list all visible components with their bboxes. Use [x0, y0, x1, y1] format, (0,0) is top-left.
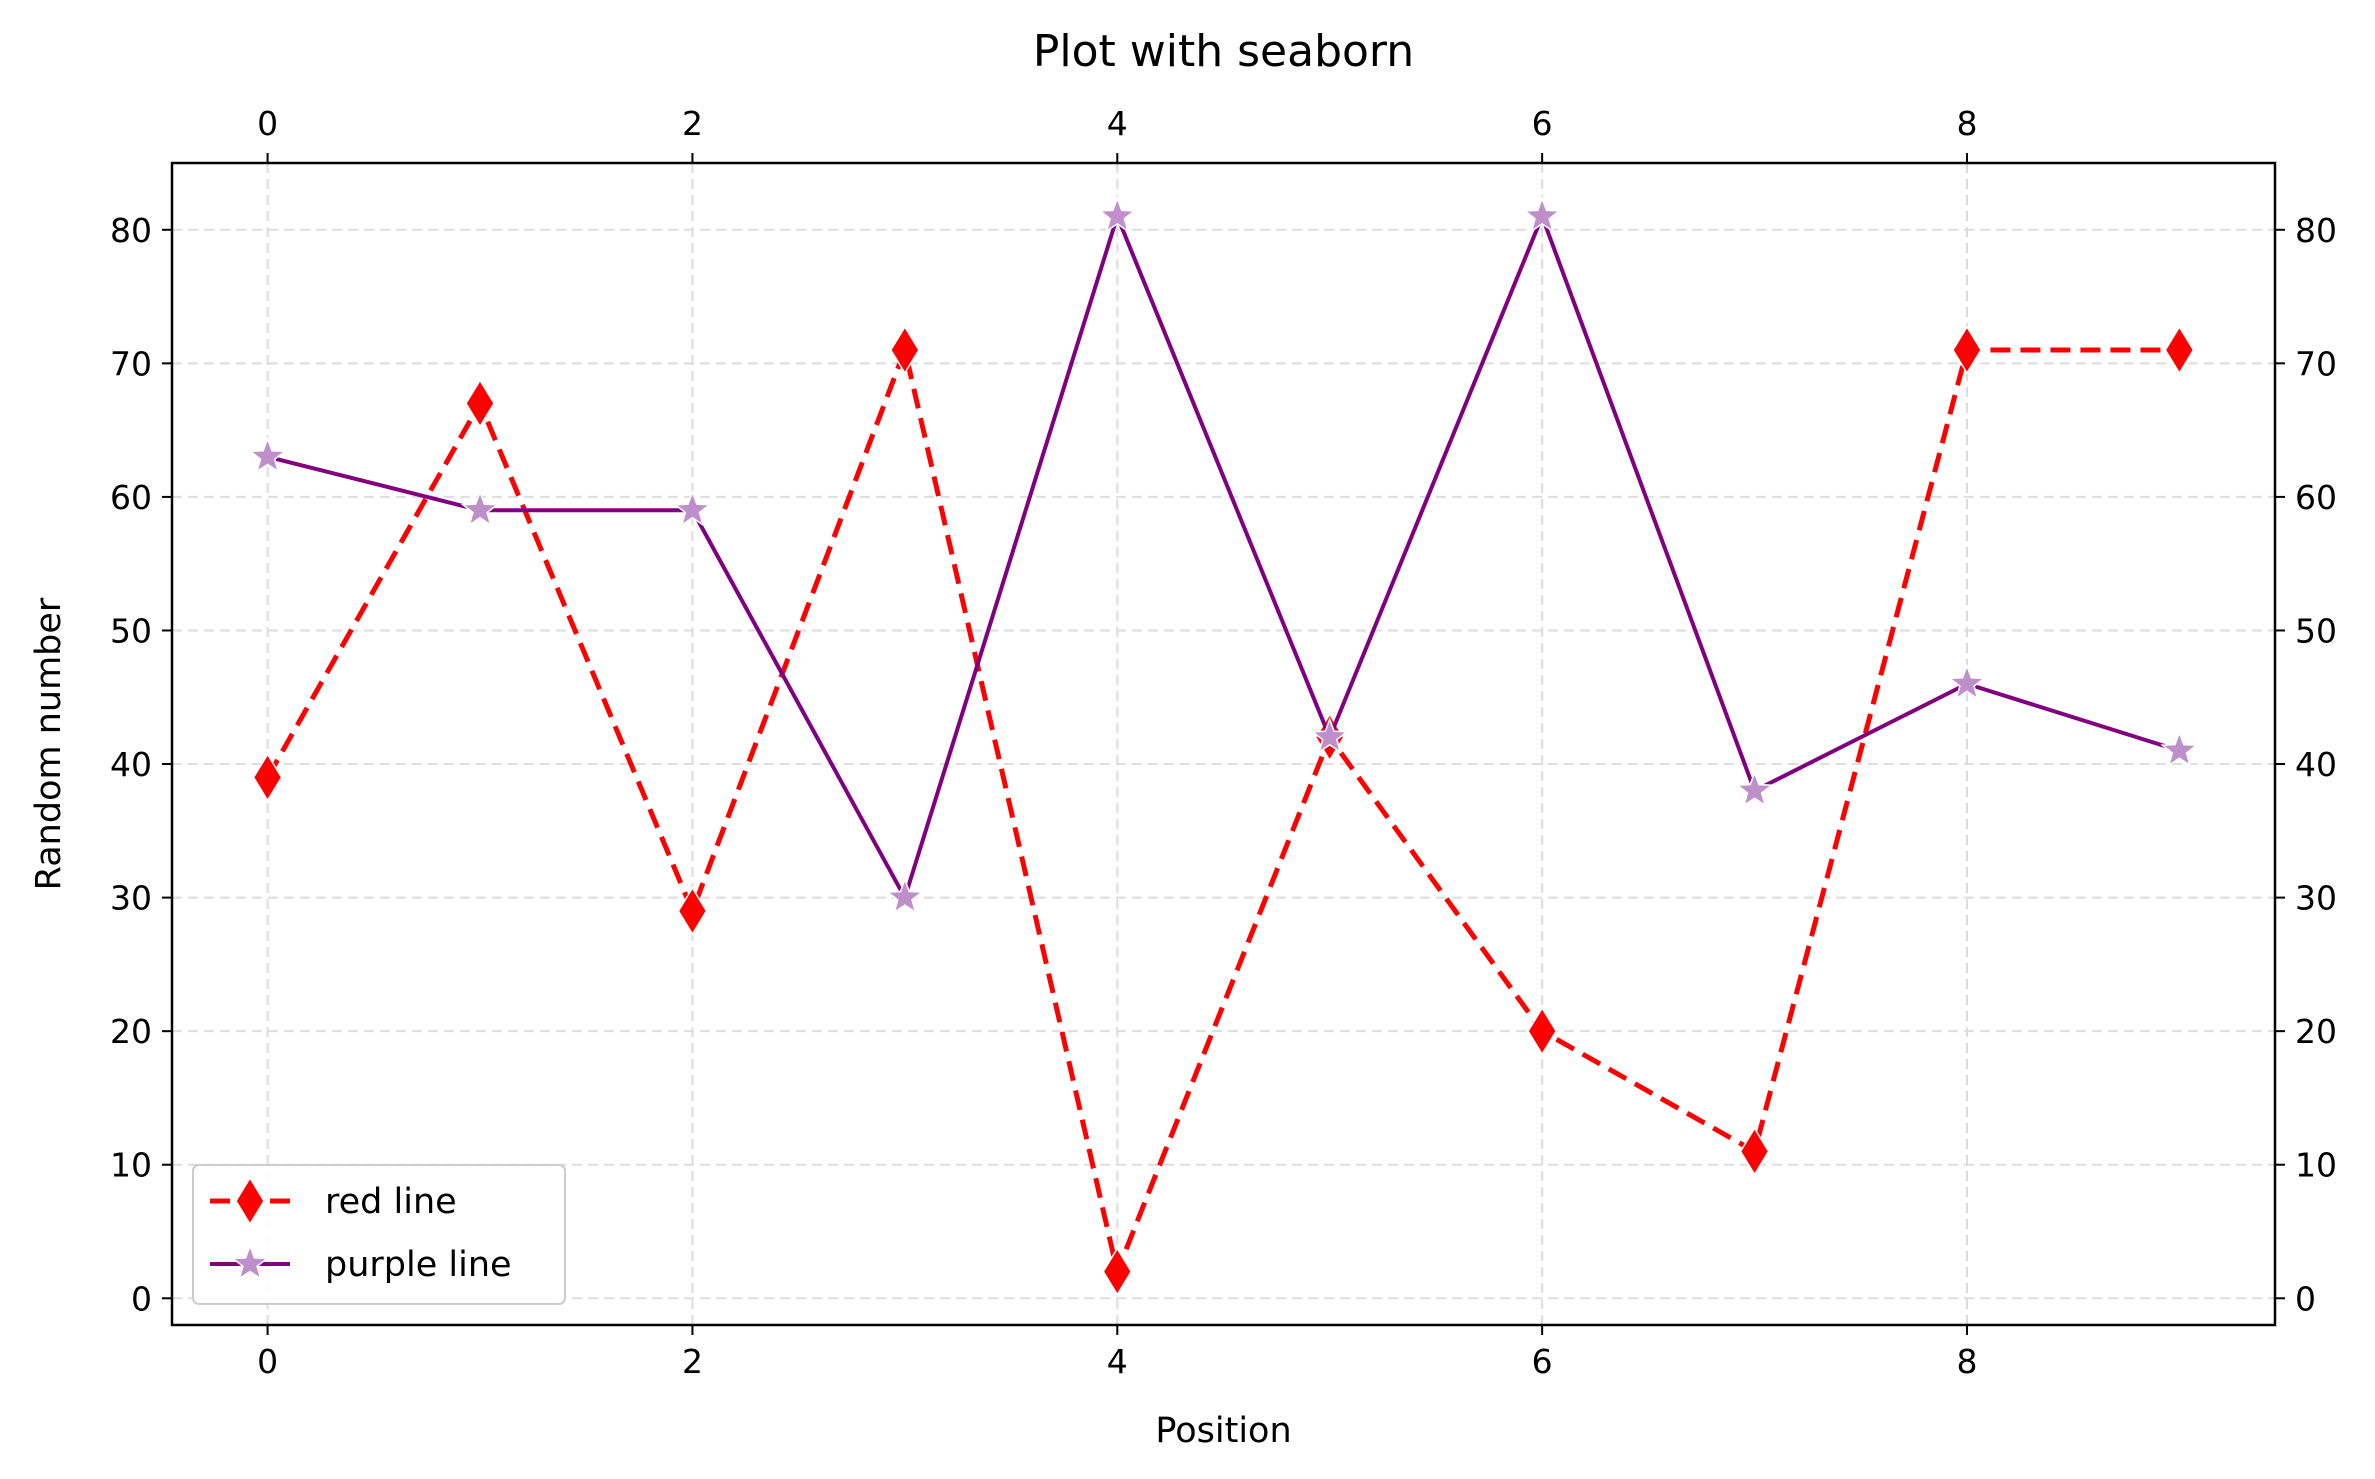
- y-right-tick-label: 30: [2295, 879, 2337, 918]
- y-tick-label: 70: [110, 344, 152, 383]
- data-point-star: [1522, 196, 1562, 233]
- data-point-star: [673, 490, 712, 527]
- series-line: [267, 214, 2181, 900]
- data-point-star: [1310, 717, 1349, 754]
- data-point-star: [460, 490, 500, 527]
- y-right-tick-label: 10: [2295, 1146, 2337, 1185]
- legend-label: red line: [325, 1182, 457, 1222]
- data-point-diamond: [252, 752, 283, 802]
- y-tick-label: 80: [110, 211, 152, 250]
- data-point-star: [2160, 730, 2199, 767]
- y-tick-label: 20: [110, 1012, 152, 1051]
- legend: red line purple line: [192, 1164, 566, 1305]
- data-point-diamond: [465, 378, 495, 428]
- y-right-tick-label: 50: [2295, 611, 2337, 650]
- x-top-tick-label: 6: [1532, 104, 1553, 143]
- x-top-tick-label: 4: [1107, 104, 1128, 143]
- y-right-tick-label: 80: [2295, 211, 2337, 250]
- y-tick-label: 10: [110, 1146, 152, 1185]
- x-top-tick-label: 2: [682, 104, 703, 143]
- y-tick-label: 50: [110, 611, 152, 650]
- data-point-star: [1735, 770, 1774, 808]
- y-right-tick-label: 60: [2295, 478, 2337, 517]
- series-line: [265, 347, 2180, 1275]
- y-axis-title: Random number: [29, 597, 69, 890]
- data-point-diamond: [889, 325, 920, 375]
- data-point-diamond: [1527, 1006, 1558, 1056]
- chart-title: Plot with seaborn: [1033, 26, 1414, 77]
- x-tick-label: 6: [1532, 1342, 1553, 1381]
- x-top-tick-label: 8: [1956, 104, 1977, 143]
- data-point-diamond: [1102, 1247, 1133, 1297]
- y-right-tick-label: 70: [2295, 344, 2337, 383]
- y-right-tick-label: 40: [2295, 745, 2337, 784]
- legend-marker-diamond: [235, 1176, 265, 1226]
- data-point-diamond: [677, 886, 708, 936]
- x-axis-title: Position: [1155, 1411, 1291, 1451]
- series-red-line: [252, 325, 2195, 1297]
- x-tick-label: 8: [1956, 1342, 1977, 1381]
- y-tick-label: 30: [110, 879, 152, 918]
- plot-frame: [170, 161, 2277, 1327]
- y-right-tick-label: 20: [2295, 1012, 2337, 1051]
- y-right-tick-label: 0: [2295, 1279, 2316, 1318]
- x-tick-label: 0: [257, 1342, 278, 1381]
- data-point-diamond: [1952, 325, 1982, 375]
- x-tick-label: 2: [682, 1342, 703, 1381]
- data-point-diamond: [2164, 325, 2195, 375]
- x-top-tick-label: 0: [257, 104, 278, 143]
- legend-label: purple line: [325, 1245, 512, 1285]
- x-tick-label: 4: [1107, 1342, 1128, 1381]
- grid: [172, 163, 2275, 1325]
- y-tick-label: 60: [110, 478, 152, 517]
- series-layer: [248, 196, 2199, 1297]
- data-point-star: [885, 877, 925, 914]
- legend-marker-star: [230, 1243, 270, 1281]
- series-purple-line: [248, 196, 2199, 914]
- y-tick-label: 0: [131, 1279, 152, 1318]
- data-point-star: [1098, 196, 1137, 233]
- data-point-star: [1947, 663, 1987, 701]
- data-point-star: [248, 436, 287, 474]
- y-tick-label: 40: [110, 745, 152, 784]
- data-point-diamond: [1739, 1126, 1770, 1176]
